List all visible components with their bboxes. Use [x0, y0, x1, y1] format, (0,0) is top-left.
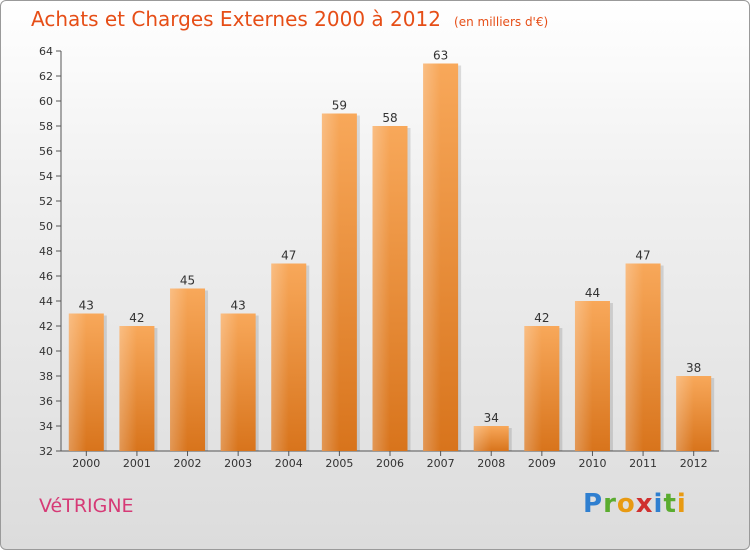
x-tick-label: 2000: [72, 457, 100, 470]
bar-highlight: [271, 263, 289, 451]
bar-value-label: 58: [382, 111, 397, 125]
bar-value-label: 38: [686, 361, 701, 375]
bar-highlight: [372, 126, 390, 451]
x-tick-label: 2001: [123, 457, 151, 470]
bar-value-label: 43: [231, 299, 246, 313]
y-tick-label: 32: [39, 445, 53, 458]
bar-value-label: 59: [332, 99, 347, 113]
logo-letter: t: [663, 489, 677, 519]
y-tick-label: 36: [39, 395, 53, 408]
y-tick-label: 58: [39, 120, 53, 133]
x-tick-label: 2002: [174, 457, 202, 470]
y-tick-label: 38: [39, 370, 53, 383]
y-tick-label: 46: [39, 270, 53, 283]
x-tick-label: 2005: [325, 457, 353, 470]
bar-value-label: 44: [585, 286, 600, 300]
bar-value-label: 47: [635, 249, 650, 263]
chart-value-labels: 43 42 45 43 47 59 58 63 34 42 44 47 38: [79, 49, 702, 426]
y-tick-label: 62: [39, 70, 53, 83]
logo-letter: i: [676, 489, 687, 519]
y-tick-label: 42: [39, 320, 53, 333]
bar-highlight: [423, 63, 441, 451]
y-tick-label: 40: [39, 345, 53, 358]
bar-value-label: 63: [433, 49, 448, 63]
x-tick-label: 2006: [376, 457, 404, 470]
x-tick-label: 2011: [629, 457, 657, 470]
y-tick-label: 34: [39, 420, 53, 433]
logo-letter: o: [616, 489, 636, 519]
chart-axes: 32 34 36 38 40 42 44 46 48 50 52 54 56 58 60 62 64 2000 20…: [39, 45, 719, 470]
logo-letter: i: [653, 489, 664, 519]
x-tick-label: 2004: [275, 457, 303, 470]
bar-highlight: [220, 313, 239, 451]
logo-letter: r: [603, 489, 617, 519]
bar-value-label: 42: [129, 311, 144, 325]
chart-bars: [68, 63, 715, 451]
bar-value-label: 42: [534, 311, 549, 325]
chart-title: Achats et Charges Externes 2000 à 2012: [31, 7, 441, 31]
bar-value-label: 47: [281, 249, 296, 263]
y-tick-label: 50: [39, 220, 53, 233]
bar-highlight: [524, 326, 542, 451]
bar-highlight: [625, 263, 644, 451]
y-tick-label: 52: [39, 195, 53, 208]
x-tick-label: 2003: [224, 457, 252, 470]
x-tick-label: 2009: [528, 457, 556, 470]
bar-highlight: [574, 301, 593, 451]
bar-highlight: [170, 288, 188, 451]
bar-value-label: 45: [180, 274, 195, 288]
bar-highlight: [321, 113, 340, 451]
y-tick-label: 60: [39, 95, 53, 108]
bar-value-label: 34: [484, 411, 499, 425]
bar-value-label: 43: [79, 299, 94, 313]
bar-highlight: [68, 313, 87, 451]
y-tick-label: 64: [39, 45, 53, 58]
chart-header: Achats et Charges Externes 2000 à 2012 (…: [31, 7, 548, 31]
y-tick-label: 44: [39, 295, 53, 308]
y-tick-label: 56: [39, 145, 53, 158]
y-tick-label: 54: [39, 170, 53, 183]
logo-letter: P: [583, 489, 604, 519]
x-tick-label: 2010: [578, 457, 606, 470]
y-tick-label: 48: [39, 245, 53, 258]
bar-highlight: [676, 376, 694, 451]
logo-letter: x: [635, 489, 654, 519]
bar-highlight: [119, 326, 137, 451]
place-name: VéTRIGNE: [39, 495, 134, 517]
proxiti-logo: Proxiti: [583, 489, 687, 519]
x-tick-label: 2007: [427, 457, 455, 470]
x-tick-label: 2012: [680, 457, 708, 470]
bar-highlight: [473, 426, 492, 451]
chart-subtitle: (en milliers d'€): [454, 15, 549, 29]
x-tick-label: 2008: [477, 457, 505, 470]
